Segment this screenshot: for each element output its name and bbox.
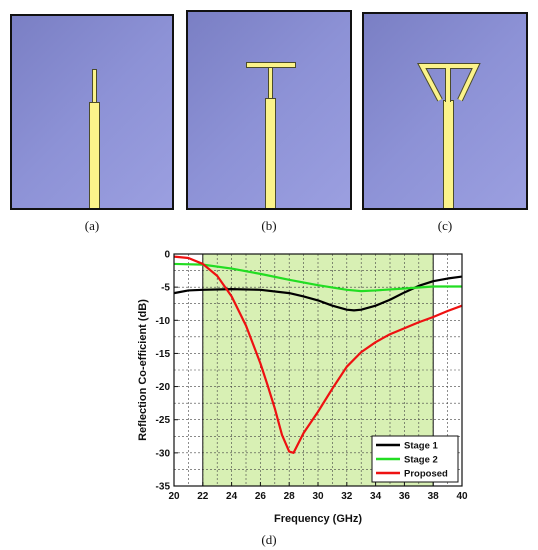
antenna-stage-b-image [186,10,352,210]
series-line-stage-1 [173,275,463,312]
x-tick-label: 34 [370,491,382,502]
y-tick-label: 0 [164,250,170,261]
x-tick-label: 32 [341,491,353,502]
x-tick-label: 20 [168,491,180,502]
legend-label: Proposed [404,469,448,480]
x-tick-label: 28 [284,491,296,502]
reflection-coefficient-chart: 20 22 24 26 28 30 32 34 36 38 40 0 -5 -10 -15 -20 -25 -30… [137,250,468,526]
feed-line [265,98,276,208]
caption-a: (a) [84,218,100,233]
y-tick-label: -25 [156,415,171,426]
feed-line [89,102,100,208]
y-tick-label: -35 [156,482,171,493]
y-tick-label: -30 [156,448,171,459]
caption-d: (d) [261,532,277,547]
x-tick-label: 36 [399,491,411,502]
y-axis-title: Reflection Co-efficient (dB) [137,299,149,441]
monopole-stub [268,66,273,99]
y-tick-label: -15 [156,349,171,360]
x-axis-title: Frequency (GHz) [274,513,362,525]
antenna-stage-c-image [362,12,528,210]
y-tick-label: -5 [161,283,170,294]
caption-c: (c) [437,218,453,233]
t-crossbar [246,62,296,68]
series-line-stage-2 [173,262,462,293]
x-tick-label: 38 [428,491,440,502]
monopole-stub [92,69,97,103]
x-tick-label: 26 [255,491,267,502]
antenna-stage-a-image [10,14,174,210]
x-tick-label: 22 [197,491,209,502]
y-tick-label: -20 [156,382,171,393]
x-tick-label: 24 [226,491,238,502]
legend-label: Stage 1 [404,441,439,452]
legend-label: Stage 2 [404,455,438,466]
x-tick-label: 40 [456,491,468,502]
fork-radiator [417,63,481,102]
x-tick-label: 30 [312,491,324,502]
y-tick-label: -10 [156,316,171,327]
caption-b: (b) [261,218,277,233]
series-line-proposed [173,255,463,454]
